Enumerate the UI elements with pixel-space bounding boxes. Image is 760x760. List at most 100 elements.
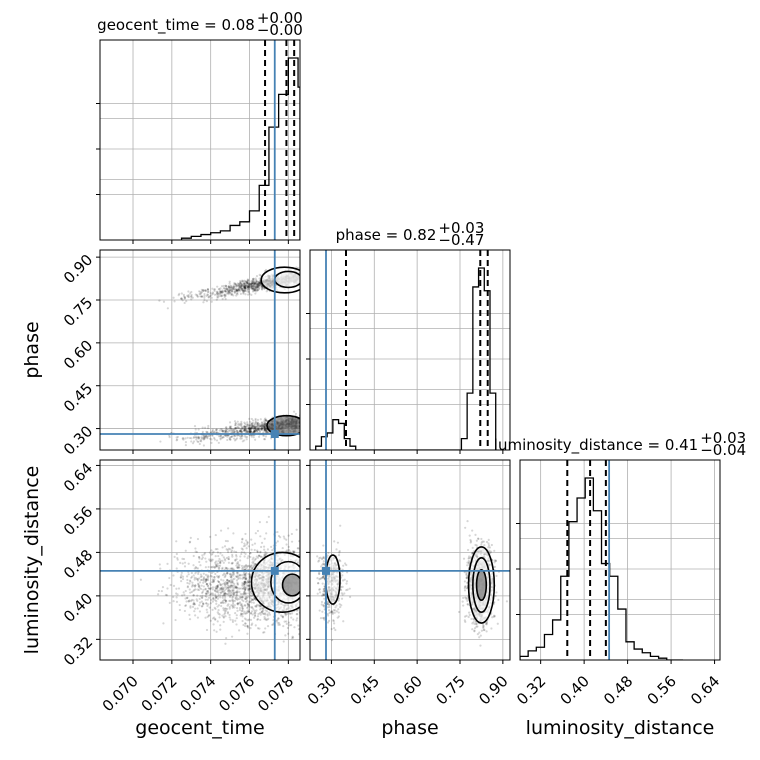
sample-point [217,609,220,612]
sample-point [179,575,182,579]
sample-point [207,587,211,590]
sample-point [301,593,303,595]
sample-point [239,280,242,284]
sample-point [208,593,211,597]
sample-point [260,423,264,427]
sample-point [480,537,483,541]
sample-point [256,285,259,289]
sample-point [225,636,228,640]
sample-point [239,596,242,599]
sample-point [228,605,231,609]
sample-point [258,283,261,286]
sample-point [214,565,218,568]
sample-point [257,428,260,431]
sample-point [263,631,266,634]
sample-point [221,586,224,589]
sample-point [256,422,259,426]
sample-point [251,278,254,281]
sample-point [193,588,196,591]
sample-point [234,597,238,601]
sample-point [264,550,267,554]
sample-point [253,612,256,615]
sample-point [240,283,243,286]
sample-point [245,286,248,289]
sample-point [246,281,249,284]
sample-point [206,590,209,593]
sample-point [226,581,229,585]
sample-point [259,425,262,428]
sample-point [306,599,308,601]
sample-point [257,422,260,425]
sample-point [192,440,196,443]
sample-point [234,283,237,286]
sample-point [182,438,185,441]
sample-point [246,595,249,598]
sample-point [302,281,304,283]
sample-point [222,561,225,564]
sample-point [222,429,225,433]
sample-point [197,440,200,444]
sample-point [240,286,243,289]
sample-point [203,553,206,556]
sample-point [243,279,246,282]
sample-point [215,431,219,434]
sample-point [240,551,243,554]
sample-point [240,602,243,606]
sample-point [215,565,218,568]
sample-point [262,425,265,428]
sample-point [248,282,251,286]
sample-point [186,436,189,439]
sample-point [258,627,261,630]
sample-point [286,549,289,552]
sample-point [264,268,268,272]
sample-point [302,599,304,601]
sample-point [243,285,247,289]
sample-point [235,586,239,589]
sample-point [260,541,264,544]
sample-point [257,281,260,284]
sample-point [211,552,214,555]
sample-point [221,583,224,586]
sample-point [247,286,250,289]
sample-point [228,429,231,432]
sample-point [287,632,290,635]
sample-point [189,580,192,583]
sample-point [210,296,213,299]
sample-point [208,558,211,561]
sample-point [241,427,244,430]
sample-point [260,288,264,291]
sample-point [230,435,233,438]
sample-point [233,591,236,594]
sample-point [204,580,207,584]
sample-point [247,581,250,584]
sample-point [168,576,171,580]
sample-point [242,545,246,548]
sample-point [222,556,225,559]
sample-point [301,273,303,275]
sample-point [228,613,231,617]
sample-point [224,434,227,437]
sample-point [234,591,238,594]
sample-point [243,580,246,584]
sample-point [244,612,247,615]
sample-point [218,589,221,592]
sample-point [211,566,214,569]
sample-point [237,564,240,568]
sample-point [187,293,190,297]
sample-point [224,429,227,432]
sample-point [249,283,253,286]
sample-point [205,602,208,605]
sample-point [236,582,239,586]
sample-point [248,285,251,288]
sample-point [258,281,261,284]
sample-point [238,282,241,285]
sample-point [238,602,241,605]
sample-point [211,558,214,561]
sample-point [215,596,218,600]
sample-point [239,427,242,430]
sample-point [232,428,235,431]
sample-point [231,602,235,606]
sample-point [214,617,217,621]
sample-point [250,598,253,601]
sample-point [237,289,240,292]
